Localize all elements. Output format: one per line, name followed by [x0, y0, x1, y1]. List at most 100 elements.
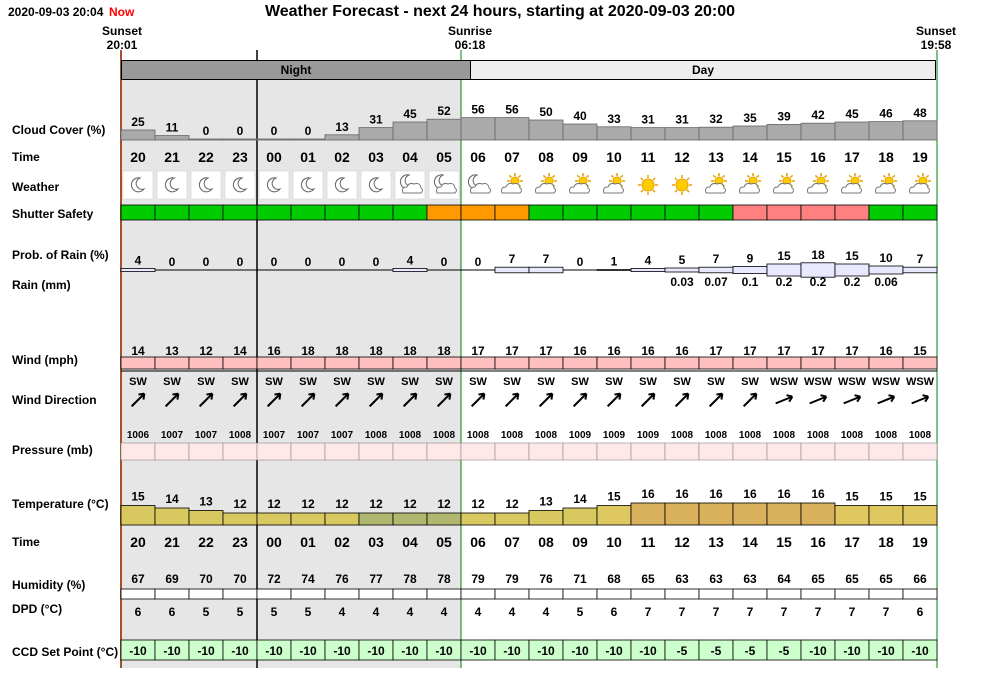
hour-label: 07: [504, 534, 520, 550]
cloud-value: 35: [743, 111, 757, 125]
wind-direction-value: SW: [605, 376, 623, 388]
ccd-cell: [902, 639, 938, 661]
pressure-value: 1007: [195, 430, 218, 441]
humidity-label: Humidity (%): [12, 578, 86, 592]
wind-direction-value: SW: [469, 376, 487, 388]
pressure-bar: [222, 442, 258, 461]
humidity-bar: [698, 588, 734, 600]
hour-label: 02: [334, 534, 350, 550]
ccd-value: -5: [779, 644, 790, 658]
wind-arrow: [198, 392, 214, 408]
humidity-value: 71: [573, 572, 587, 586]
wind-label: Wind (mph): [12, 353, 78, 367]
ccd-set-point-label: CCD Set Point (°C): [12, 645, 119, 659]
wind-value: 18: [437, 344, 451, 358]
wind-bar: [732, 356, 768, 370]
sunrise-time: 06:18: [454, 38, 486, 52]
sun-ray: [686, 177, 690, 181]
temperature-value: 16: [777, 487, 791, 501]
temperature-bar: [868, 505, 904, 526]
pressure-value: 1007: [331, 430, 354, 441]
wind-arrow: [877, 395, 895, 405]
temperature-value: 14: [165, 492, 179, 506]
rain-prob-value: 4: [407, 253, 414, 267]
wind-arrow-head: [922, 394, 930, 403]
humidity-bar: [460, 588, 496, 600]
sun-ray: [686, 189, 690, 193]
wind-arrow: [775, 395, 793, 405]
shutter-cell: [290, 204, 326, 221]
pressure-bar: [324, 442, 360, 461]
ccd-value: -10: [843, 644, 861, 658]
cloud-bar: [766, 124, 802, 141]
wind-direction-value: SW: [163, 376, 181, 388]
wind-value: 17: [471, 344, 485, 358]
moon-icon: [232, 177, 248, 193]
wind-value: 17: [539, 344, 553, 358]
rain-prob-bar: [902, 266, 938, 274]
wind-value: 18: [369, 344, 383, 358]
temperature-bar: [188, 510, 224, 526]
humidity-bar: [120, 588, 156, 600]
rain-prob-value: 18: [811, 248, 825, 262]
wind-value: 17: [709, 344, 723, 358]
cloud-bar: [460, 117, 496, 141]
wind-arrow: [130, 392, 146, 408]
pressure-bar: [732, 442, 768, 461]
sun-ray: [542, 174, 546, 178]
ccd-value: -10: [809, 644, 827, 658]
humidity-bar: [630, 588, 666, 600]
wind-direction-label: Wind Direction: [12, 393, 97, 407]
pressure-bar: [392, 442, 428, 461]
shutter-cell: [120, 204, 156, 221]
pressure-bar: [630, 442, 666, 461]
wind-direction-value: WSW: [804, 376, 833, 388]
hour-label: 00: [266, 149, 282, 165]
cloud-icon: [501, 182, 522, 194]
cloud-value: 56: [471, 103, 485, 117]
moon-icon: [334, 177, 350, 193]
wind-arrow-head: [614, 392, 622, 400]
pressure-value: 1008: [705, 430, 728, 441]
humidity-value: 69: [165, 572, 179, 586]
wind-value: 16: [641, 344, 655, 358]
pressure-value: 1007: [263, 430, 286, 441]
wind-value: 13: [165, 344, 179, 358]
cloud-icon: [875, 182, 896, 194]
cloud-icon: [535, 182, 556, 194]
rain-prob-value: 0: [305, 255, 312, 269]
wind-arrow: [538, 392, 554, 408]
humidity-value: 68: [607, 572, 621, 586]
ccd-value: -10: [367, 644, 385, 658]
wind-bar: [664, 356, 700, 370]
hour-label: 12: [674, 149, 690, 165]
shutter-cell: [766, 204, 802, 221]
wind-value: 16: [573, 344, 587, 358]
shutter-cell: [528, 204, 564, 221]
wind-arrow: [232, 392, 248, 408]
pressure-value: 1008: [399, 430, 422, 441]
cloud-value: 48: [913, 106, 927, 120]
rain-prob-value: 0: [441, 255, 448, 269]
cloud-bar: [324, 134, 360, 141]
pressure-label: Pressure (mb): [12, 443, 93, 457]
cloud-value: 46: [879, 107, 893, 121]
sun-ray: [814, 174, 818, 178]
cloud-value: 45: [845, 107, 859, 121]
wind-arrow: [911, 395, 929, 405]
rain-prob-value: 7: [917, 252, 924, 266]
cloud-value: 42: [811, 108, 825, 122]
ccd-value: -10: [401, 644, 419, 658]
hour-label: 15: [776, 149, 792, 165]
pressure-bar: [256, 442, 292, 461]
hour-label: 18: [878, 534, 894, 550]
wind-value: 12: [199, 344, 213, 358]
humidity-value: 72: [267, 572, 281, 586]
hour-label: 09: [572, 149, 588, 165]
sun-icon: [675, 178, 689, 192]
hour-label: 00: [266, 534, 282, 550]
sun-ray: [674, 177, 678, 181]
day-band: Day: [470, 60, 936, 80]
wind-bar: [460, 356, 496, 370]
wind-arrow-head: [580, 392, 588, 400]
